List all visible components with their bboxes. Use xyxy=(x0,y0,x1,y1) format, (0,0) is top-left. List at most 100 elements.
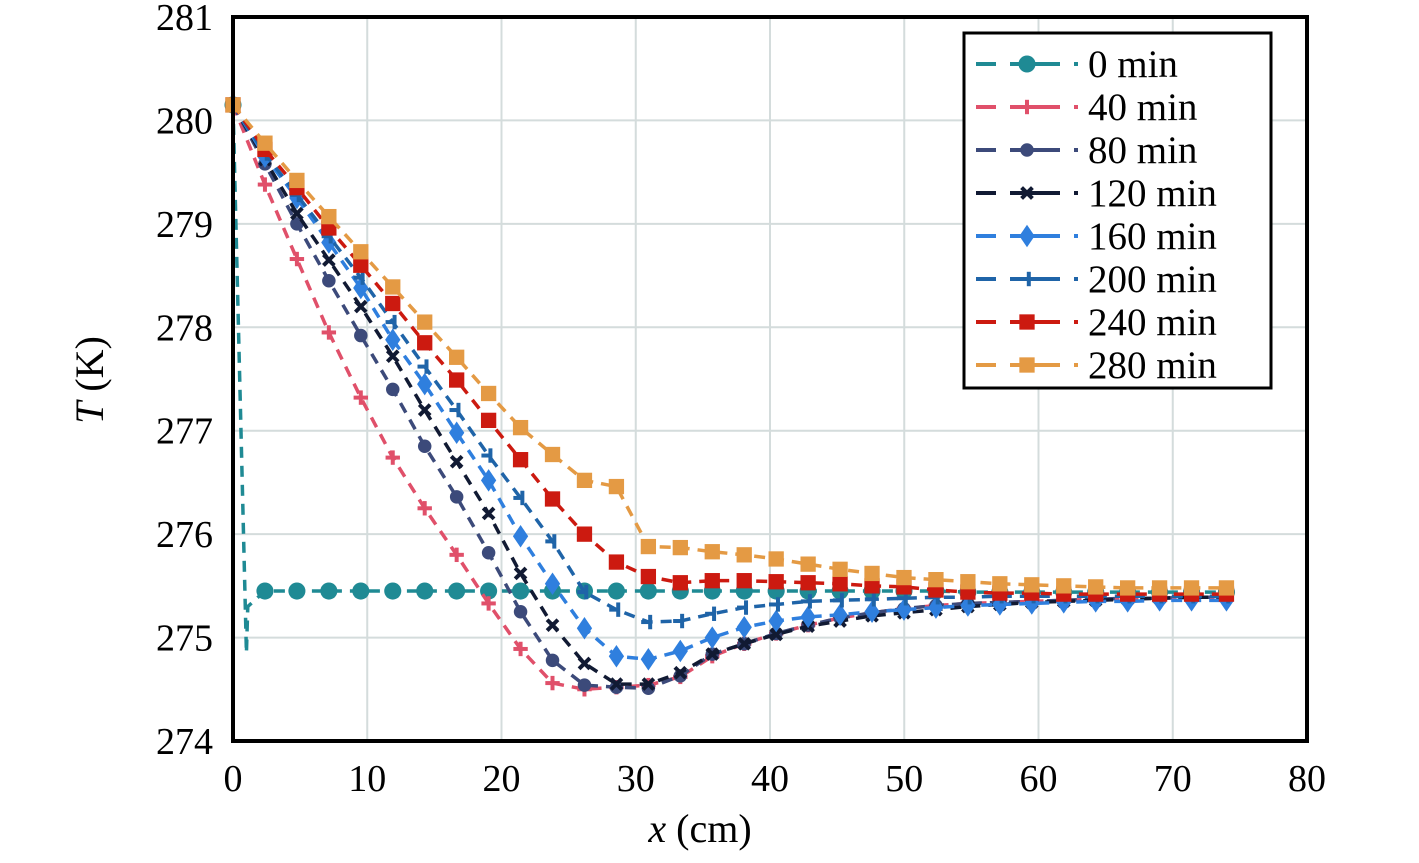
data-point xyxy=(896,598,912,621)
data-point xyxy=(385,279,401,295)
data-point xyxy=(449,402,461,418)
data-point xyxy=(704,626,720,649)
legend-marker xyxy=(1019,99,1035,115)
marker-stroke xyxy=(513,566,528,581)
data-point xyxy=(290,206,304,221)
x-tick-label: 60 xyxy=(1020,758,1058,800)
data-point xyxy=(512,582,530,600)
y-tick-label: 274 xyxy=(156,721,213,763)
data-point xyxy=(704,544,720,560)
data-point xyxy=(864,565,880,582)
data-point xyxy=(737,636,752,651)
data-point xyxy=(544,572,561,596)
data-point xyxy=(385,328,401,351)
data-point xyxy=(832,603,848,627)
x-axis-unit: (cm) xyxy=(666,806,752,851)
legend-label: 40 min xyxy=(1088,86,1197,129)
data-point xyxy=(385,314,397,330)
legend-label: 280 min xyxy=(1088,344,1217,387)
data-point xyxy=(449,421,465,445)
x-tick-label: 40 xyxy=(751,758,789,800)
data-point xyxy=(480,385,497,402)
data-point xyxy=(1218,580,1235,596)
legend-marker xyxy=(1019,357,1035,373)
data-point xyxy=(769,627,783,642)
x-axis-ticks: 0 10 20 30 40 50 60 70 80 xyxy=(224,758,1327,800)
data-point xyxy=(960,574,976,590)
data-point xyxy=(322,253,336,267)
data-point xyxy=(353,257,369,273)
data-point xyxy=(544,491,561,507)
data-point xyxy=(672,639,688,663)
legend-item: 40 min xyxy=(976,86,1197,129)
marker-stroke xyxy=(577,656,592,671)
marker-stroke xyxy=(290,206,304,221)
marker-stroke xyxy=(417,403,432,417)
data-point xyxy=(673,613,685,629)
data-point xyxy=(672,575,688,591)
legend-marker xyxy=(1019,224,1035,248)
data-point xyxy=(1024,592,1040,615)
y-axis-unit: (K) xyxy=(67,336,112,402)
data-point xyxy=(832,593,844,608)
marker-stroke xyxy=(705,647,720,661)
data-point xyxy=(322,273,336,288)
data-point xyxy=(607,582,625,600)
data-point xyxy=(320,582,338,600)
data-point xyxy=(577,678,592,692)
series-line xyxy=(231,103,1227,596)
data-point xyxy=(352,582,370,600)
marker-stroke xyxy=(322,253,336,267)
data-point xyxy=(1088,579,1104,595)
data-point xyxy=(640,648,657,671)
data-point xyxy=(705,647,720,661)
data-point xyxy=(768,551,784,567)
data-point xyxy=(354,328,368,343)
x-tick-label: 70 xyxy=(1154,758,1192,800)
data-point xyxy=(513,490,525,506)
data-point xyxy=(256,582,274,600)
data-point xyxy=(513,566,528,581)
data-point xyxy=(257,177,273,192)
data-point xyxy=(417,372,433,396)
x-tick-label: 80 xyxy=(1288,758,1326,800)
data-point xyxy=(545,618,560,632)
data-point xyxy=(385,450,400,465)
data-point xyxy=(353,244,369,260)
data-point xyxy=(321,325,337,340)
data-point xyxy=(736,547,752,563)
data-point xyxy=(1056,578,1072,594)
legend-marker xyxy=(1018,55,1036,73)
data-point xyxy=(321,208,337,225)
marker-stroke xyxy=(737,636,752,651)
marker-stroke xyxy=(353,299,368,314)
data-point xyxy=(481,596,496,611)
y-tick-label: 275 xyxy=(156,618,213,660)
data-point xyxy=(1151,580,1168,596)
data-point xyxy=(608,554,625,570)
data-point xyxy=(577,584,589,600)
data-point xyxy=(417,501,432,516)
data-point xyxy=(576,472,593,489)
legend-label: 160 min xyxy=(1088,215,1217,258)
marker-stroke xyxy=(1020,186,1034,200)
x-axis-var: x xyxy=(647,806,666,851)
data-point xyxy=(481,506,496,521)
data-point xyxy=(481,546,496,560)
marker-stroke xyxy=(609,677,624,691)
data-point xyxy=(800,605,816,629)
data-point xyxy=(1119,580,1136,596)
data-point xyxy=(673,665,688,680)
data-point xyxy=(289,172,305,189)
data-point xyxy=(1183,580,1200,596)
plot-frame xyxy=(231,15,1309,743)
marker-stroke xyxy=(673,665,688,680)
marker-stroke xyxy=(545,618,560,632)
data-point xyxy=(609,602,621,617)
data-point xyxy=(385,349,400,364)
legend-item: 160 min xyxy=(976,215,1217,258)
legend-item: 0 min xyxy=(976,43,1178,86)
marker-stroke xyxy=(641,677,656,691)
